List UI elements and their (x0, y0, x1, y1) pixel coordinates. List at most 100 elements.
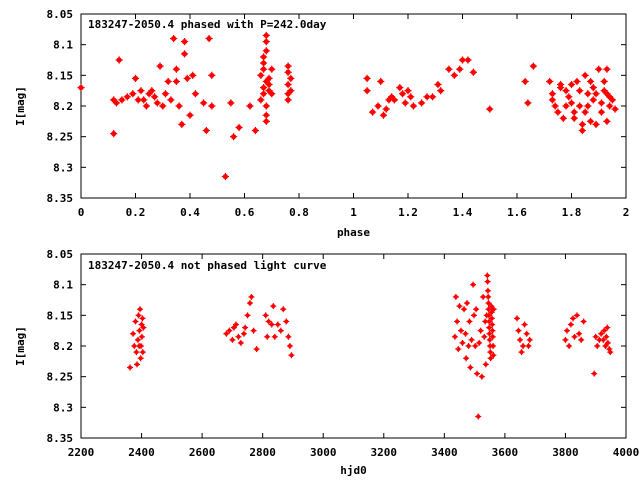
phased-data-point (112, 99, 121, 107)
phased-data-point (546, 77, 554, 86)
unphased-data-point (484, 272, 491, 279)
phased-x-tick-label: 0.8 (289, 206, 309, 219)
phased-x-tick-label: 0 (78, 206, 85, 219)
phased-chart-title: 183247-2050.4 phased with P=242.0day (88, 18, 327, 31)
phased-data-point (570, 108, 578, 116)
phased-data-point (262, 117, 270, 125)
unphased-data-point (465, 343, 472, 349)
phased-y-tick-label: 8.05 (47, 8, 74, 21)
unphased-data-point (270, 303, 277, 310)
phased-data-point (565, 93, 573, 101)
phased-data-point (578, 120, 586, 128)
phased-x-axis-label: phase (337, 226, 370, 239)
unphased-data-point (463, 355, 470, 362)
unphased-data-point (452, 293, 459, 300)
phased-data-point (262, 38, 270, 46)
unphased-y-tick-label: 8.05 (47, 248, 74, 261)
unphased-data-point (571, 333, 578, 340)
unphased-data-point (137, 355, 144, 362)
unphased-plot-frame (80, 253, 627, 439)
phased-data-point (284, 62, 292, 70)
phased-data-point (140, 96, 148, 104)
unphased-data-point (594, 343, 601, 349)
phased-data-point (586, 117, 595, 125)
unphased-data-point (223, 330, 230, 337)
phased-data-point (235, 123, 243, 132)
unphased-data-point (517, 336, 524, 343)
phased-data-point (584, 102, 592, 110)
unphased-data-point (246, 300, 253, 307)
phased-data-point (548, 90, 557, 98)
phased-data-point (208, 102, 216, 110)
phased-data-point (164, 77, 172, 86)
phased-data-point (382, 105, 390, 113)
phased-data-point (153, 99, 161, 107)
phased-data-point (434, 80, 442, 89)
phased-x-tick-label: 1.8 (562, 206, 582, 219)
phased-data-point (172, 77, 180, 86)
phased-data-point (142, 102, 150, 110)
unphased-data-point (456, 303, 463, 310)
phased-data-point (150, 93, 159, 101)
phased-data-point (200, 99, 208, 107)
phased-x-tick-label: 0.4 (180, 206, 200, 219)
unphased-data-point (521, 321, 528, 328)
unphased-data-point (563, 327, 570, 334)
unphased-data-point (525, 343, 532, 349)
phased-data-point (137, 87, 145, 95)
unphased-data-point (140, 324, 147, 331)
phased-y-tick-label: 8.15 (47, 69, 74, 82)
unphased-y-axis-label: I[mag] (14, 326, 27, 366)
phased-data-point (257, 71, 265, 79)
phased-data-point (180, 38, 189, 46)
unphased-data-point (464, 300, 471, 307)
unphased-x-axis-label: hjd0 (340, 464, 367, 477)
unphased-data-point (467, 364, 474, 371)
unphased-data-point (580, 318, 587, 325)
unphased-data-point (131, 343, 138, 349)
phased-data-point (175, 102, 183, 110)
unphased-data-point (489, 327, 496, 334)
unphased-data-point (523, 330, 530, 337)
phased-data-point (396, 84, 404, 92)
unphased-data-point (268, 321, 275, 328)
phased-data-point (464, 56, 472, 64)
unphased-data-point (514, 315, 520, 322)
unphased-data-point (462, 330, 469, 337)
phased-data-point (407, 93, 415, 101)
phased-data-point (562, 87, 570, 95)
unphased-y-tick-label: 8.25 (47, 371, 74, 384)
unphased-data-point (472, 343, 479, 349)
unphased-x-tick-label: 3200 (371, 446, 398, 459)
unphased-y-tick-label: 8.2 (53, 340, 73, 353)
unphased-x-tick-label: 3600 (492, 446, 519, 459)
unphased-data-point (573, 312, 580, 319)
unphased-data-point (470, 281, 477, 288)
unphased-data-point (603, 333, 610, 340)
unphased-data-point (461, 306, 468, 313)
phased-data-point (284, 80, 292, 89)
phased-y-axis-label: I[mag] (14, 86, 27, 126)
unphased-data-point (485, 293, 492, 300)
unphased-data-point (481, 333, 488, 340)
phased-data-point (230, 133, 238, 141)
phased-data-point (584, 90, 592, 98)
unphased-y-tick-label: 8.3 (53, 401, 73, 414)
phased-data-point (189, 71, 197, 79)
phased-data-point (191, 90, 200, 98)
phased-data-point (265, 80, 273, 89)
phased-data-point (600, 77, 608, 86)
phased-x-tick-label: 1.2 (398, 206, 418, 219)
unphased-data-point (488, 315, 495, 322)
phased-data-point (597, 108, 606, 116)
phased-data-point (521, 77, 529, 86)
phased-data-point (437, 87, 445, 95)
unphased-data-point (488, 303, 495, 310)
unphased-data-point (274, 321, 281, 328)
phased-data-point (418, 99, 426, 107)
phased-y-tick-label: 8.2 (53, 100, 73, 113)
unphased-data-point (482, 361, 489, 368)
unphased-data-point (134, 336, 141, 343)
unphased-data-point (489, 333, 496, 340)
unphased-data-point (466, 318, 473, 325)
